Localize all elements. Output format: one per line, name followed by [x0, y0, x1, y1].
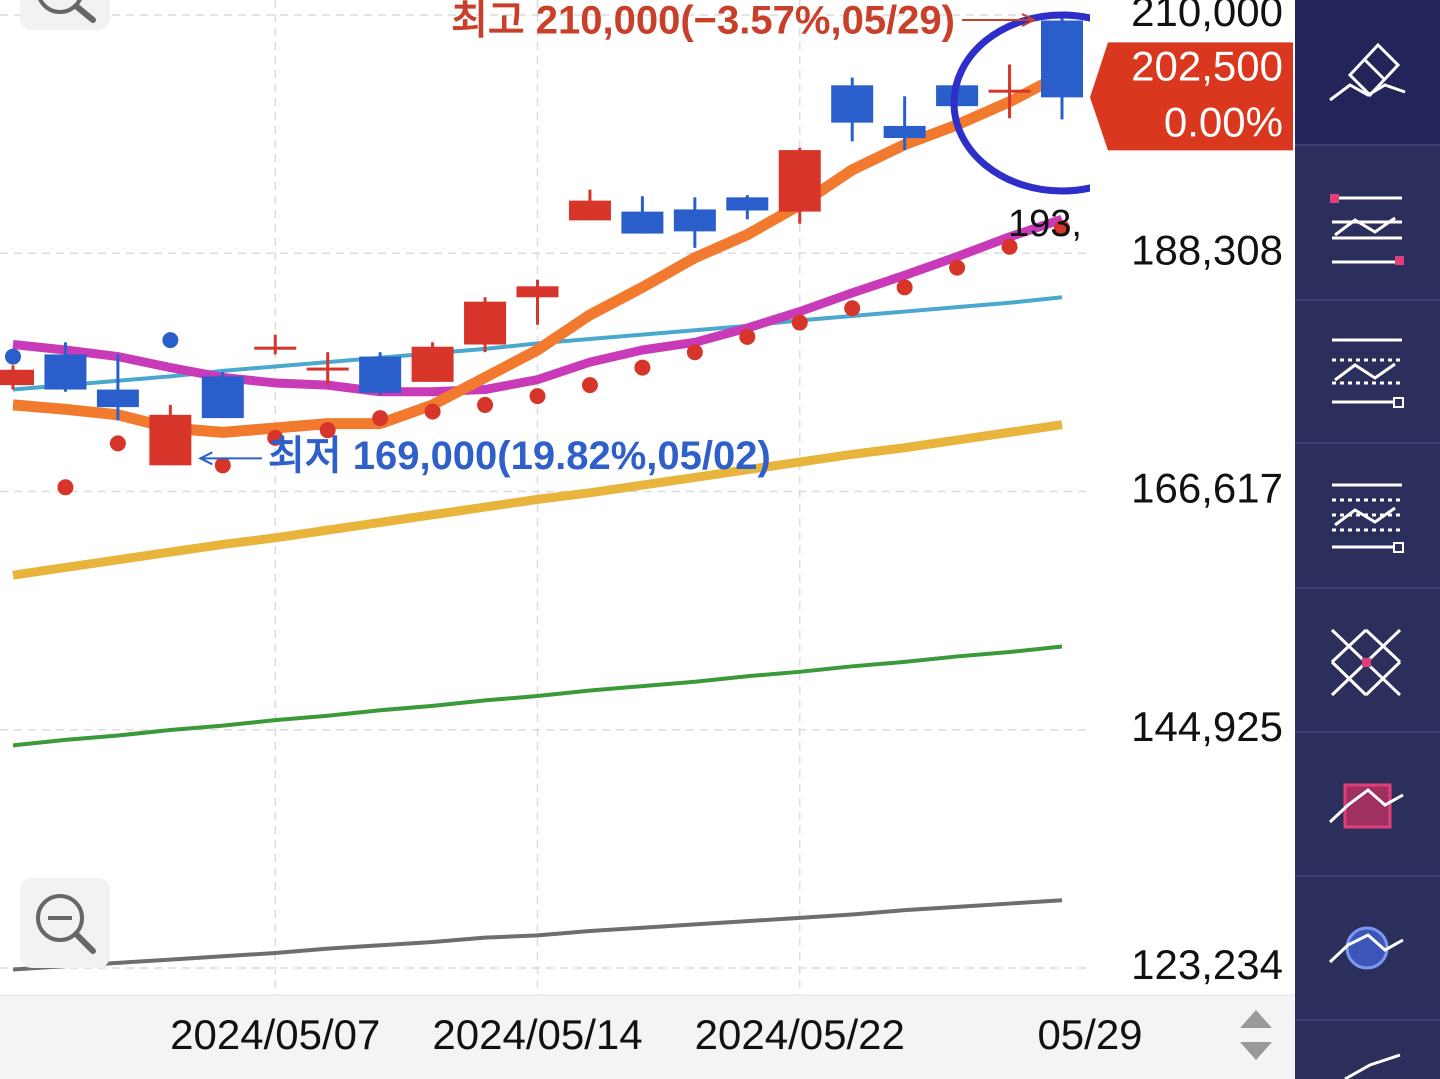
y-tick-label: 166,617 — [1131, 465, 1283, 512]
tool-circle[interactable] — [1328, 926, 1404, 970]
scroll-arrows[interactable] — [1240, 1010, 1272, 1060]
candle-body — [149, 414, 192, 466]
candle-body — [673, 209, 716, 232]
candle-body — [726, 197, 769, 211]
y-tick-label: 123,234 — [1131, 941, 1283, 988]
tool-more[interactable] — [1344, 1053, 1401, 1079]
price-tag — [1090, 42, 1293, 151]
candle-body — [778, 150, 821, 212]
sar-dot — [162, 332, 179, 349]
sar-dot — [896, 279, 913, 296]
candle-body — [516, 286, 559, 298]
candle-body — [568, 200, 611, 221]
x-tick-label: 2024/05/14 — [432, 1011, 642, 1058]
moving-average-line — [12, 644, 1063, 748]
tool-lines[interactable] — [1330, 194, 1404, 265]
candle-body — [201, 376, 244, 419]
x-tick-label: 2024/05/22 — [695, 1011, 905, 1058]
y-tick-label: 144,925 — [1131, 703, 1283, 750]
price-tag-change: 0.00% — [1164, 98, 1283, 145]
zoom-out-button[interactable] — [20, 878, 110, 968]
sar-dot — [1001, 238, 1018, 255]
cut-label: 193, — [1008, 203, 1082, 245]
candle-body — [464, 301, 507, 345]
sar-dot — [949, 259, 966, 276]
sar-dot — [319, 422, 336, 439]
sar-dot — [214, 457, 231, 474]
price-tag-value: 202,500 — [1131, 42, 1283, 89]
moving-average-line — [12, 420, 1063, 580]
candle-body — [1041, 20, 1083, 98]
sar-dot — [634, 359, 651, 376]
sar-dot — [57, 479, 74, 496]
y-tick-label: 188,308 — [1131, 226, 1283, 273]
axes: 123,234 144,925 166,617 188,308 210,000 2024/… — [170, 0, 1283, 1058]
x-tick-label: 05/29 — [1037, 1011, 1142, 1058]
zoom-in-button[interactable] — [20, 0, 110, 30]
candle-body — [988, 89, 1031, 93]
toolbar — [1295, 0, 1440, 1079]
moving-average-line — [12, 215, 1064, 397]
sar-dot — [1054, 220, 1070, 237]
tool-rectangle[interactable] — [1328, 783, 1404, 829]
candle-body — [411, 346, 454, 382]
sar-dot — [372, 410, 389, 427]
candle-body — [306, 367, 349, 371]
candle-body — [831, 85, 874, 123]
high-arrow — [962, 13, 1037, 27]
plot-area — [0, 11, 1090, 972]
sar-dot — [5, 348, 21, 365]
sar-dot — [424, 403, 441, 420]
sar-dot — [739, 328, 756, 345]
x-tick-label: 2024/05/07 — [170, 1011, 380, 1058]
tool-channel[interactable] — [1332, 338, 1404, 408]
sar-dot — [267, 429, 284, 446]
sar-dot — [581, 377, 598, 394]
candle-body — [96, 389, 139, 408]
x-axis-band — [0, 995, 1295, 1079]
low-annotation: 최저 169,000(19.82%,05/02) — [268, 434, 771, 478]
candle-body — [44, 354, 87, 390]
sar-dot — [529, 388, 546, 405]
sar-dot — [477, 396, 494, 413]
candle-body — [254, 346, 297, 350]
y-tick-label: 210,000 — [1131, 0, 1283, 35]
candle-body — [359, 356, 402, 393]
low-arrow — [198, 451, 262, 466]
candle-body — [883, 125, 926, 139]
drawn-circle — [950, 11, 1090, 195]
tool-eraser[interactable] — [1329, 42, 1406, 102]
sar-dot — [844, 300, 861, 317]
sar-dot — [109, 435, 126, 452]
high-annotation: 최고 210,000(−3.57%,05/29) — [451, 0, 955, 43]
candle-body — [0, 369, 34, 386]
sar-dot — [791, 314, 808, 331]
tool-cross[interactable] — [1330, 628, 1402, 697]
moving-average-line — [12, 898, 1063, 972]
candle-body — [621, 211, 664, 234]
tool-fib[interactable] — [1332, 483, 1404, 553]
sar-dot — [686, 344, 703, 361]
